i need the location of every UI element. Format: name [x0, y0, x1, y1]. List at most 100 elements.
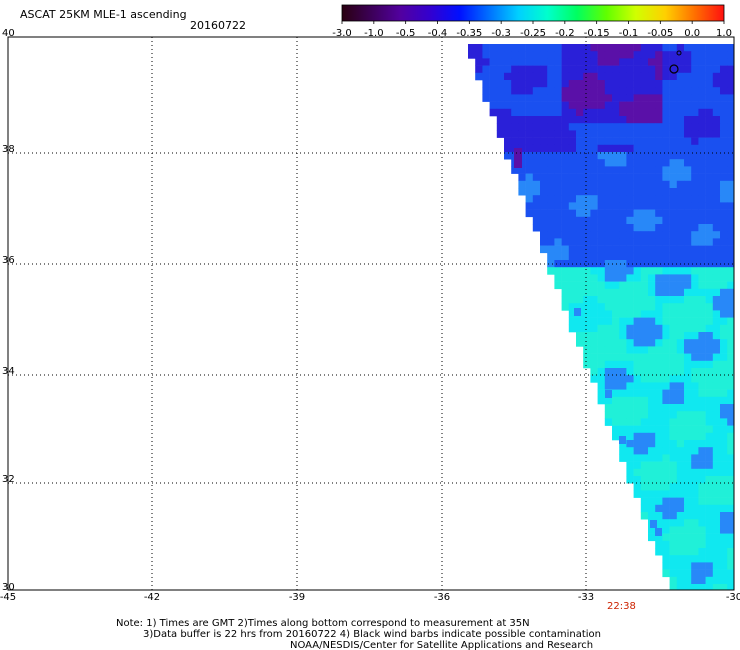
swath-cell [597, 108, 606, 117]
swath-cell [676, 526, 685, 534]
swath-cell [669, 360, 678, 369]
swath-cell [612, 152, 620, 160]
swath-cell [720, 432, 728, 441]
swath-cell [655, 58, 663, 66]
swath-cell [612, 382, 620, 390]
swath-cell [727, 440, 735, 448]
swath-cell [633, 440, 642, 448]
swath-cell [684, 51, 692, 59]
swath-cell [691, 440, 699, 448]
swath-cell [655, 519, 663, 527]
swath-cell [727, 483, 735, 491]
swath-cell [669, 224, 678, 232]
swath-cell [655, 461, 663, 470]
swath-cell [540, 137, 548, 146]
swath-cell [662, 80, 670, 88]
swath-cell [633, 389, 642, 398]
swath-cell [662, 166, 670, 174]
swath-cell [655, 65, 663, 74]
swath-cell [590, 166, 598, 174]
swath-cell [514, 148, 522, 168]
swath-cell [676, 497, 685, 506]
swath-cell [705, 173, 714, 182]
swath-cell [691, 468, 699, 477]
swath-cell [597, 238, 606, 246]
swath-cell [633, 159, 642, 167]
swath-cell [698, 173, 706, 182]
swath-cell [633, 80, 642, 88]
swath-cell [532, 65, 541, 74]
swath-cell [612, 216, 620, 225]
swath-cell [568, 188, 577, 196]
swath-cell [727, 375, 735, 383]
swath-cell [540, 101, 548, 110]
swath-cell [720, 440, 728, 448]
swath-cell [576, 202, 584, 210]
swath-cell [504, 130, 512, 138]
swath-cell [482, 44, 490, 52]
swath-cell [597, 72, 606, 81]
swath-cell [648, 51, 656, 59]
swath-cell [655, 548, 663, 556]
swath-cell [648, 425, 656, 434]
swath-cell [590, 44, 598, 52]
swath-cell [691, 576, 699, 585]
swath-cell [655, 440, 663, 448]
swath-cell [525, 152, 534, 160]
swath-cell [504, 101, 512, 110]
swath-cell [691, 224, 699, 232]
swath-cell [640, 94, 649, 102]
swath-cell [597, 166, 606, 174]
swath-cell [525, 44, 534, 52]
swath-cell [698, 166, 706, 174]
swath-cell [597, 144, 606, 153]
colorbar-tick-label: -1.0 [364, 28, 384, 39]
swath-cell [540, 108, 548, 117]
swath-cell [648, 483, 656, 491]
swath-cell [684, 346, 692, 354]
swath-cell [676, 418, 685, 426]
swath-cell [561, 65, 570, 74]
swath-cell [619, 332, 627, 340]
swath-cell [698, 404, 706, 412]
swath-cell [511, 130, 519, 138]
swath-cell [684, 44, 692, 52]
swath-cell [583, 72, 591, 81]
swath-cell [727, 317, 735, 326]
swath-cell [640, 130, 649, 138]
swath-cell [640, 360, 649, 369]
swath-cell [604, 411, 613, 419]
swath-cell [662, 195, 670, 203]
swath-cell [583, 80, 591, 88]
swath-cell [619, 216, 627, 225]
swath-cell [633, 173, 642, 182]
swath-cell [720, 497, 728, 506]
swath-cell [604, 274, 613, 282]
swath-cell [684, 288, 692, 297]
swath-cell [720, 483, 728, 491]
swath-cell [561, 144, 570, 153]
swath-cell [712, 533, 721, 542]
swath-cell [727, 94, 735, 102]
swath-cell [720, 267, 728, 275]
swath-cell [626, 360, 634, 369]
swath-cell [576, 339, 584, 347]
swath-cell [511, 94, 519, 102]
swath-cell [561, 260, 570, 268]
swath-cell [705, 332, 714, 340]
swath-cell [684, 180, 692, 189]
swath-cell [676, 483, 685, 491]
swath-cell [720, 310, 728, 318]
swath-cell [684, 432, 692, 441]
swath-cell [727, 332, 735, 340]
swath-cell [576, 238, 584, 246]
swath-cell [619, 303, 627, 311]
swath-cell [633, 425, 642, 434]
swath-cell [684, 584, 692, 591]
swath-cell [691, 152, 699, 160]
swath-cell [698, 195, 706, 203]
swath-cell [597, 202, 606, 210]
lat-tick-label: 32 [2, 474, 15, 485]
swath-cell [727, 87, 735, 95]
swath-cell [554, 166, 562, 174]
